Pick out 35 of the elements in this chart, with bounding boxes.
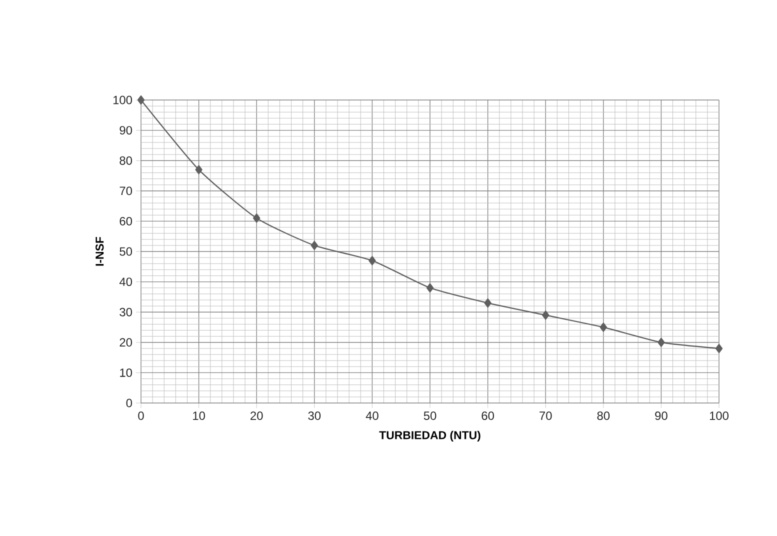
- x-tick-label: 60: [482, 412, 494, 420]
- point: [600, 322, 608, 332]
- x-tick-label: 40: [366, 412, 378, 420]
- y-axis-title: I-NSF: [96, 236, 104, 266]
- y-tick-label: 70: [120, 186, 132, 196]
- point: [484, 298, 492, 308]
- y-tick-label: 10: [120, 368, 132, 377]
- y-tick-label: 80: [120, 156, 132, 165]
- point: [310, 240, 318, 250]
- y-tick-label: 90: [120, 126, 132, 135]
- point: [253, 214, 260, 223]
- y-tick-label: 30: [120, 308, 132, 316]
- x-tick-label: 80: [597, 412, 610, 420]
- point: [137, 95, 145, 105]
- x-tick-label: 90: [655, 412, 668, 420]
- x-tick-label: 10: [193, 412, 205, 420]
- point: [426, 283, 434, 292]
- point: [368, 256, 376, 266]
- x-tick-label: 50: [424, 412, 436, 420]
- x-tick-label: 20: [250, 412, 263, 420]
- point: [542, 310, 550, 320]
- y-tick-label: 50: [120, 247, 132, 256]
- x-tick-label: 100: [710, 412, 729, 420]
- x-tick-label: 70: [540, 412, 552, 420]
- x-tick-label: 30: [308, 412, 321, 420]
- y-tick-label: 40: [119, 278, 132, 286]
- point: [195, 165, 202, 174]
- y-tick-label: 20: [120, 338, 132, 347]
- y-tick-label: 60: [120, 216, 132, 226]
- x-tick-label: 0: [138, 412, 144, 420]
- y-tick-label: 100: [113, 96, 132, 104]
- point: [658, 338, 665, 347]
- point: [715, 344, 723, 354]
- y-tick-label: 0: [126, 398, 132, 408]
- x-axis-title: TURBIEDAD (NTU): [379, 430, 480, 442]
